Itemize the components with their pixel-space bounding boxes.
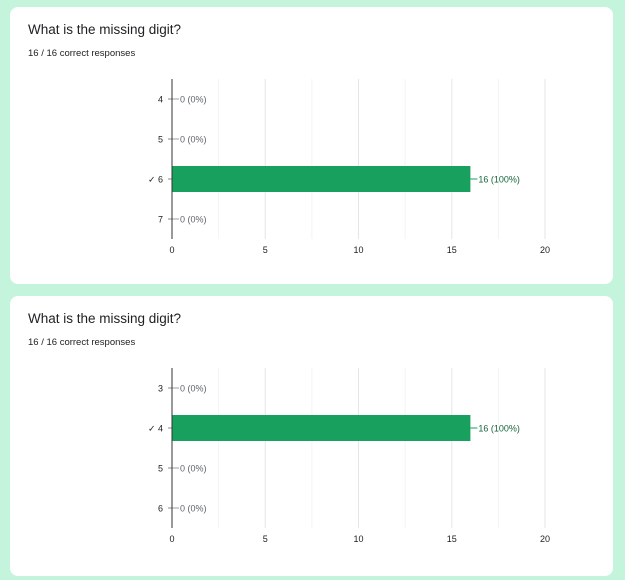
x-tick-label: 10: [353, 534, 363, 544]
x-tick-label: 5: [263, 245, 268, 255]
data-label: 0 (0%): [180, 215, 207, 225]
category-label: ✓ 4: [148, 424, 163, 434]
x-tick-label: 15: [447, 245, 457, 255]
data-label: 0 (0%): [180, 135, 207, 145]
question-card: What is the missing digit? 16 / 16 corre…: [10, 7, 613, 284]
data-label: 0 (0%): [180, 95, 207, 105]
category-label: 5: [158, 464, 163, 474]
data-label: 0 (0%): [180, 504, 207, 514]
data-label: 0 (0%): [180, 464, 207, 474]
category-label: 5: [158, 135, 163, 145]
x-tick-label: 15: [447, 534, 457, 544]
question-title: What is the missing digit?: [28, 311, 182, 326]
category-label: ✓ 6: [148, 175, 163, 185]
x-tick-label: 0: [169, 534, 174, 544]
bar-chart: 0 5 10 15 20 3 0 (0%) ✓ 4 16 (100%) 5 0 (0%) 6 0 (0%…: [148, 368, 550, 544]
data-label: 16 (100%): [478, 424, 520, 434]
bar-chart: 0 5 10 15 20 4 0 (0%) 5 0 (0%) ✓ 6 16 (100%) 7 0 (0%…: [148, 79, 550, 255]
response-summary: 16 / 16 correct responses: [28, 48, 136, 59]
data-label: 0 (0%): [180, 384, 207, 394]
category-label: 7: [158, 215, 163, 225]
x-tick-label: 5: [263, 534, 268, 544]
response-summary: 16 / 16 correct responses: [28, 337, 136, 348]
question-title: What is the missing digit?: [28, 22, 182, 37]
category-label: 3: [158, 384, 163, 394]
x-tick-label: 10: [353, 245, 363, 255]
x-tick-label: 20: [540, 245, 550, 255]
data-label: 16 (100%): [478, 175, 520, 185]
question-card: What is the missing digit? 16 / 16 corre…: [10, 296, 613, 576]
category-label: 6: [158, 504, 163, 514]
bar: [172, 166, 471, 192]
x-tick-label: 0: [169, 245, 174, 255]
bar: [172, 415, 471, 441]
x-tick-label: 20: [540, 534, 550, 544]
category-label: 4: [158, 95, 163, 105]
